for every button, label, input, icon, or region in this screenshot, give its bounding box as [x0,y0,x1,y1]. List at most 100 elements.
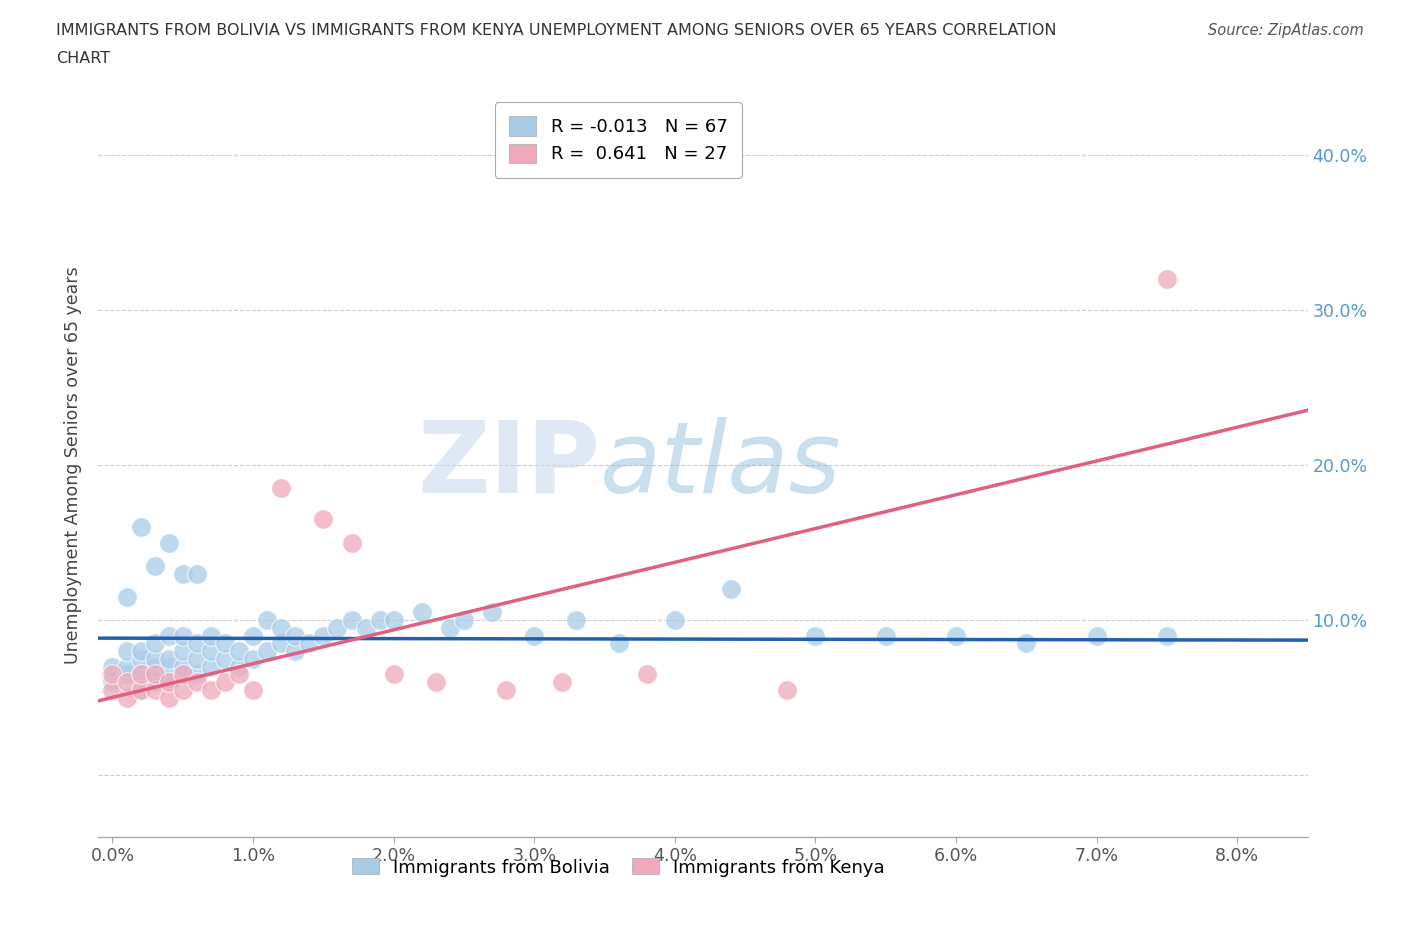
Point [382,667,405,682]
Point [270,636,292,651]
Point [256,644,278,658]
Point [172,628,194,643]
Point [186,636,208,651]
Point [143,674,166,689]
Point [129,667,152,682]
Point [157,628,180,643]
Point [607,636,630,651]
Point [143,659,166,674]
Point [298,636,321,651]
Point [115,659,138,674]
Point [129,683,152,698]
Point [495,683,517,698]
Point [242,651,264,666]
Point [523,628,546,643]
Point [228,667,250,682]
Point [186,667,208,682]
Point [242,683,264,698]
Point [340,535,363,550]
Point [157,535,180,550]
Point [101,674,124,689]
Point [425,674,447,689]
Legend: Immigrants from Bolivia, Immigrants from Kenya: Immigrants from Bolivia, Immigrants from… [344,851,893,884]
Point [242,628,264,643]
Point [411,604,433,619]
Text: atlas: atlas [600,417,842,513]
Point [368,613,391,628]
Point [340,613,363,628]
Point [157,659,180,674]
Point [551,674,574,689]
Point [200,659,222,674]
Point [354,620,377,635]
Point [115,674,138,689]
Point [172,667,194,682]
Point [382,613,405,628]
Point [284,644,307,658]
Point [143,558,166,573]
Point [172,566,194,581]
Point [115,644,138,658]
Point [129,667,152,682]
Point [200,683,222,698]
Point [664,613,686,628]
Point [945,628,967,643]
Point [256,613,278,628]
Point [143,667,166,682]
Point [129,683,152,698]
Point [143,636,166,651]
Point [1156,272,1178,286]
Point [1156,628,1178,643]
Point [228,644,250,658]
Point [172,683,194,698]
Point [1015,636,1038,651]
Point [186,566,208,581]
Point [312,628,335,643]
Point [172,659,194,674]
Point [875,628,897,643]
Point [115,667,138,682]
Text: CHART: CHART [56,51,110,66]
Text: ZIP: ZIP [418,417,600,513]
Point [1085,628,1108,643]
Point [157,674,180,689]
Point [115,590,138,604]
Point [101,683,124,698]
Point [200,628,222,643]
Point [129,651,152,666]
Point [157,690,180,705]
Point [326,620,349,635]
Point [143,683,166,698]
Point [115,690,138,705]
Point [157,651,180,666]
Point [636,667,658,682]
Point [157,674,180,689]
Point [270,481,292,496]
Point [270,620,292,635]
Point [720,581,742,596]
Point [776,683,799,698]
Point [453,613,475,628]
Point [228,659,250,674]
Point [129,644,152,658]
Point [101,659,124,674]
Y-axis label: Unemployment Among Seniors over 65 years: Unemployment Among Seniors over 65 years [65,266,83,664]
Point [101,667,124,682]
Point [284,628,307,643]
Point [312,512,335,526]
Point [481,604,503,619]
Point [186,651,208,666]
Point [172,644,194,658]
Point [200,644,222,658]
Point [439,620,461,635]
Point [214,674,236,689]
Point [129,520,152,535]
Text: Source: ZipAtlas.com: Source: ZipAtlas.com [1208,23,1364,38]
Point [565,613,588,628]
Point [804,628,827,643]
Point [214,636,236,651]
Point [143,651,166,666]
Point [214,651,236,666]
Text: IMMIGRANTS FROM BOLIVIA VS IMMIGRANTS FROM KENYA UNEMPLOYMENT AMONG SENIORS OVER: IMMIGRANTS FROM BOLIVIA VS IMMIGRANTS FR… [56,23,1057,38]
Point [172,667,194,682]
